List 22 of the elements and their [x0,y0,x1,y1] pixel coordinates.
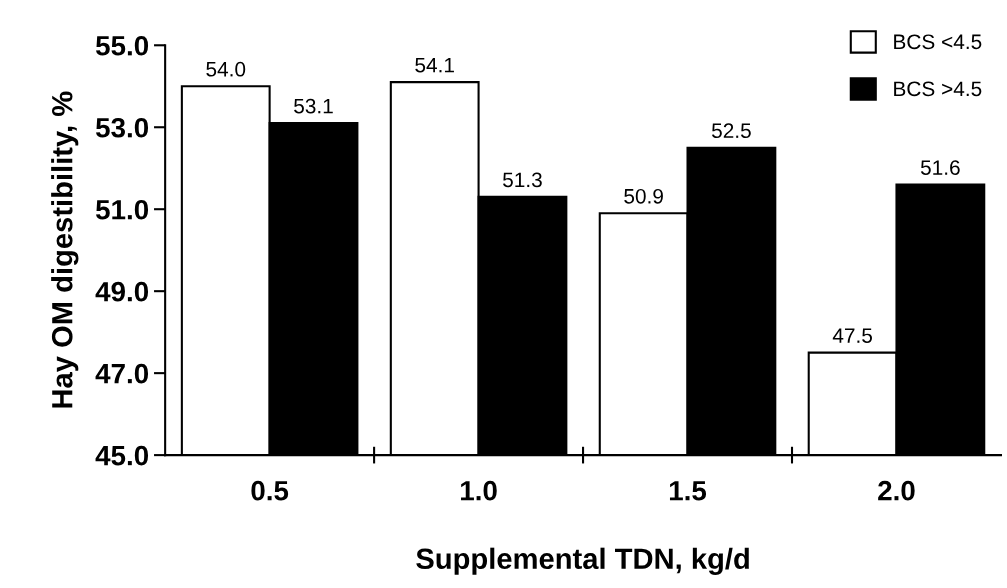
x-tick-label: 1.0 [461,480,497,501]
data-label: 51.3 [503,172,542,188]
data-label: 50.9 [624,188,663,204]
y-tick-label: 53.0 [95,117,149,138]
y-tick-label: 51.0 [95,199,149,220]
x-axis-title: Supplemental TDN, kg/d [416,547,749,575]
y-tick-label: 55.0 [95,35,149,56]
data-label: 47.5 [832,328,872,343]
legend-label: BCS >4.5 [894,81,982,97]
y-tick-label: 49.0 [95,281,149,302]
y-axis-title: Hay OM digestibility, % [51,91,79,408]
data-label: 53.1 [294,98,333,114]
y-tick-label: 45.0 [95,445,149,466]
y-tick-label: 47.0 [95,363,149,384]
data-label: 54.1 [415,57,454,73]
data-label: 52.5 [711,123,751,139]
x-tick-label: 1.5 [669,481,707,501]
data-label: 51.6 [920,160,960,175]
data-label: 54.0 [206,61,246,77]
x-tick-label: 2.0 [878,480,915,501]
x-tick-label: 0.5 [251,480,289,501]
legend-label: BCS <4.5 [894,34,982,50]
